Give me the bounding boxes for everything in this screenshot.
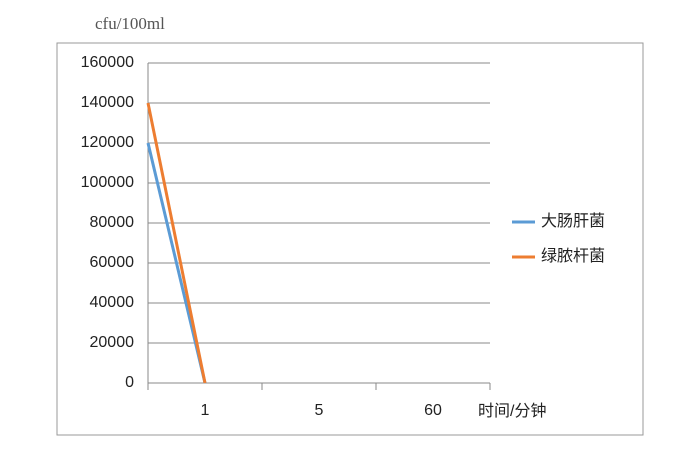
x-axis-title: 时间/分钟 [478,402,546,420]
x-tick-label: 60 [424,402,442,419]
legend-label: 绿脓杆菌 [541,247,605,265]
y-tick-label: 60000 [90,254,135,271]
y-tick-label: 100000 [81,174,134,191]
y-axis-title: cfu/100ml [95,14,165,33]
chart-border [56,42,644,436]
x-tick-label: 5 [315,402,324,419]
y-tick-label: 0 [125,374,134,391]
y-tick-label: 120000 [81,134,134,151]
x-tick-label: 1 [201,402,210,419]
series-line [146,102,207,384]
y-tick-label: 80000 [90,214,135,231]
legend-label: 大肠肝菌 [541,212,605,230]
y-tick-label: 20000 [90,334,135,351]
y-tick-label: 40000 [90,294,135,311]
y-tick-label: 160000 [81,54,134,71]
y-tick-label: 140000 [81,94,134,111]
